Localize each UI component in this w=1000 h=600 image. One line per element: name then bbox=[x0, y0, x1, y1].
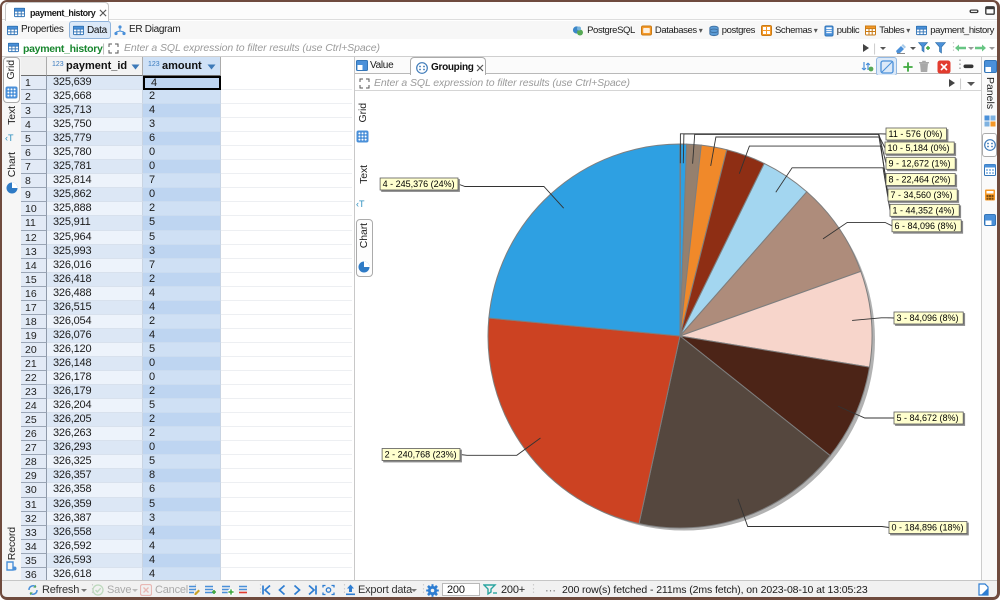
svg-text:6 - 84,096 (8%): 6 - 84,096 (8%) bbox=[895, 221, 957, 231]
svg-text:‹T: ‹T bbox=[5, 133, 14, 143]
svg-text:7 - 34,560 (3%): 7 - 34,560 (3%) bbox=[891, 190, 953, 200]
svg-text:4 - 245,376 (24%): 4 - 245,376 (24%) bbox=[383, 179, 455, 189]
svg-text:8 - 22,464 (2%): 8 - 22,464 (2%) bbox=[889, 175, 951, 185]
svg-text:2 - 240,768 (23%): 2 - 240,768 (23%) bbox=[385, 450, 457, 460]
svg-text:‹T: ‹T bbox=[356, 199, 365, 209]
svg-text:5 - 84,672 (8%): 5 - 84,672 (8%) bbox=[897, 413, 959, 423]
svg-text:11 - 576 (0%): 11 - 576 (0%) bbox=[889, 129, 943, 139]
svg-text:10 - 5,184 (0%): 10 - 5,184 (0%) bbox=[888, 143, 950, 153]
svg-text:3 - 84,096 (8%): 3 - 84,096 (8%) bbox=[897, 313, 959, 323]
svg-text:1 - 44,352 (4%): 1 - 44,352 (4%) bbox=[893, 206, 955, 216]
svg-text:9 - 12,672 (1%): 9 - 12,672 (1%) bbox=[889, 159, 951, 169]
svg-text:0 - 184,896 (18%): 0 - 184,896 (18%) bbox=[892, 523, 964, 533]
